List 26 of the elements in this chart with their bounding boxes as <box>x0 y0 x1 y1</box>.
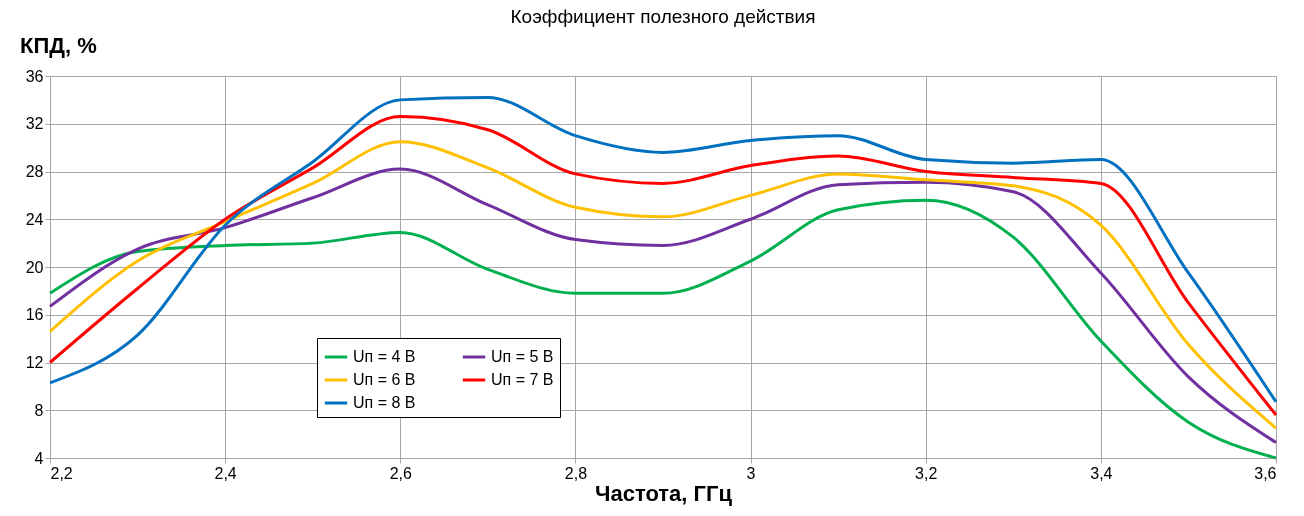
legend-label: Uп = 8 В <box>353 394 416 411</box>
y-tick-label: 32 <box>25 115 44 133</box>
y-axis-title: КПД, % <box>20 33 97 58</box>
x-tick-label: 2,4 <box>214 464 237 482</box>
y-tick-label: 24 <box>25 210 44 228</box>
x-tick-label: 3 <box>746 464 756 482</box>
x-tick-label: 2,6 <box>389 464 412 482</box>
y-tick-label: 20 <box>25 258 44 276</box>
y-tick-label: 12 <box>25 354 44 371</box>
x-tick-label: 3,2 <box>915 464 938 482</box>
y-tick-label: 8 <box>34 401 44 419</box>
y-tick-label: 36 <box>25 67 44 85</box>
x-tick-label: 3,6 <box>1254 464 1277 482</box>
line-series <box>48 198 1278 460</box>
x-tick-label: 2,2 <box>50 464 73 482</box>
legend-label: Uп = 4 В <box>353 348 416 365</box>
x-tick-label: 3,4 <box>1090 464 1113 482</box>
legend-label: Uп = 7 В <box>491 371 554 388</box>
x-tick-label: 2,8 <box>564 464 588 482</box>
x-axis-title: Частота, ГГц <box>594 480 733 506</box>
legend-label: Uп = 6 В <box>353 371 416 388</box>
legend-label: Uп = 5 В <box>491 348 554 365</box>
chart-title: Коэффициент полезного действия <box>510 6 816 27</box>
y-tick-label: 16 <box>25 306 44 324</box>
y-tick-label: 4 <box>34 449 44 467</box>
y-tick-label: 28 <box>25 163 44 180</box>
